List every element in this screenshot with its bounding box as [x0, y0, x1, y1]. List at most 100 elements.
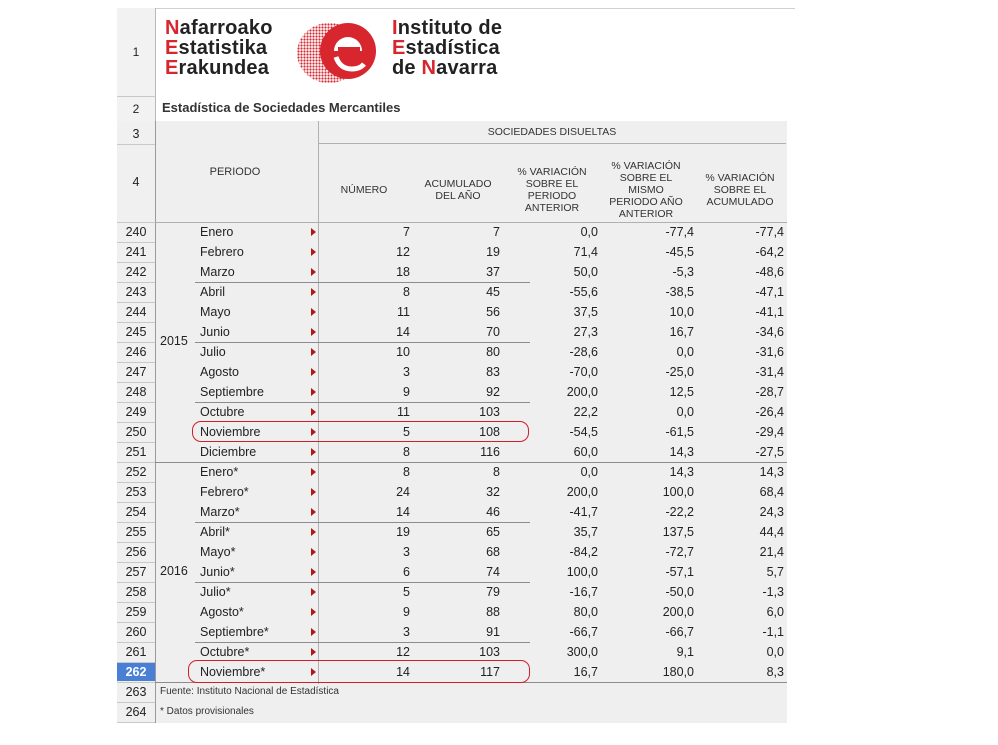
value-cell[interactable]: 8	[403, 445, 410, 459]
row-header[interactable]: 243	[125, 285, 147, 299]
value-cell[interactable]: 5	[403, 425, 410, 439]
value-cell[interactable]: 116	[480, 445, 500, 459]
value-cell[interactable]: -31,4	[755, 365, 785, 379]
value-cell[interactable]: -48,6	[755, 265, 785, 279]
value-cell[interactable]: 12,5	[669, 385, 694, 399]
value-cell[interactable]: 37	[486, 265, 500, 279]
expand-arrow-icon[interactable]	[311, 528, 316, 536]
value-cell[interactable]: 68	[486, 545, 500, 559]
value-cell[interactable]: 65	[486, 525, 500, 539]
value-cell[interactable]: 14,3	[759, 465, 784, 479]
value-cell[interactable]: 0,0	[676, 405, 694, 419]
value-cell[interactable]: 80	[486, 345, 500, 359]
value-cell[interactable]: 24,3	[759, 505, 784, 519]
value-cell[interactable]: -31,6	[755, 345, 785, 359]
value-cell[interactable]: 12	[396, 645, 410, 659]
value-cell[interactable]: 103	[479, 405, 500, 419]
value-cell[interactable]: 37,5	[573, 305, 598, 319]
value-cell[interactable]: 35,7	[573, 525, 598, 539]
value-cell[interactable]: -45,5	[665, 245, 695, 259]
value-cell[interactable]: -70,0	[569, 365, 599, 379]
value-cell[interactable]: 14,3	[669, 445, 694, 459]
row-header[interactable]: 251	[125, 445, 147, 459]
value-cell[interactable]: 108	[479, 425, 500, 439]
value-cell[interactable]: 200,0	[662, 605, 694, 619]
row-header[interactable]: 244	[125, 305, 147, 319]
row-header[interactable]: 246	[125, 345, 147, 359]
value-cell[interactable]: -77,4	[665, 225, 695, 239]
value-cell[interactable]: 100,0	[662, 485, 694, 499]
row-header[interactable]: 253	[125, 485, 147, 499]
value-cell[interactable]: -29,4	[755, 425, 785, 439]
row-header[interactable]: 252	[125, 465, 147, 479]
expand-arrow-icon[interactable]	[311, 588, 316, 596]
expand-arrow-icon[interactable]	[311, 428, 316, 436]
value-cell[interactable]: 6	[403, 565, 410, 579]
value-cell[interactable]: -41,7	[569, 505, 599, 519]
row-header[interactable]: 262	[117, 663, 155, 681]
value-cell[interactable]: 100,0	[566, 565, 598, 579]
value-cell[interactable]: 14	[396, 325, 410, 339]
value-cell[interactable]: 10,0	[669, 305, 694, 319]
value-cell[interactable]: -55,6	[569, 285, 599, 299]
value-cell[interactable]: 44,4	[759, 525, 784, 539]
value-cell[interactable]: 79	[486, 585, 500, 599]
value-cell[interactable]: 12	[396, 245, 410, 259]
value-cell[interactable]: 83	[486, 365, 500, 379]
expand-arrow-icon[interactable]	[311, 388, 316, 396]
value-cell[interactable]: 5,7	[766, 565, 784, 579]
value-cell[interactable]: 68,4	[759, 485, 784, 499]
row-header-3[interactable]: 3	[132, 127, 140, 141]
value-cell[interactable]: 32	[486, 485, 500, 499]
value-cell[interactable]: 56	[486, 305, 500, 319]
value-cell[interactable]: 200,0	[566, 485, 598, 499]
value-cell[interactable]: 22,2	[573, 405, 598, 419]
row-header[interactable]: 245	[125, 325, 147, 339]
value-cell[interactable]: 9,1	[676, 645, 694, 659]
expand-arrow-icon[interactable]	[311, 548, 316, 556]
expand-arrow-icon[interactable]	[311, 328, 316, 336]
expand-arrow-icon[interactable]	[311, 568, 316, 576]
expand-arrow-icon[interactable]	[311, 288, 316, 296]
value-cell[interactable]: -16,7	[569, 585, 599, 599]
value-cell[interactable]: 14,3	[669, 465, 694, 479]
value-cell[interactable]: 14	[396, 505, 410, 519]
value-cell[interactable]: 92	[486, 385, 500, 399]
row-header-2[interactable]: 2	[117, 97, 156, 121]
value-cell[interactable]: 7	[403, 225, 410, 239]
value-cell[interactable]: 8	[403, 465, 410, 479]
value-cell[interactable]: -1,1	[762, 625, 784, 639]
value-cell[interactable]: -54,5	[569, 425, 599, 439]
value-cell[interactable]: 7	[493, 225, 500, 239]
value-cell[interactable]: 11	[397, 305, 410, 319]
expand-arrow-icon[interactable]	[311, 348, 316, 356]
value-cell[interactable]: -28,7	[755, 385, 785, 399]
expand-arrow-icon[interactable]	[311, 308, 316, 316]
value-cell[interactable]: 74	[486, 565, 500, 579]
value-cell[interactable]: 137,5	[662, 525, 694, 539]
value-cell[interactable]: 19	[396, 525, 410, 539]
value-cell[interactable]: 8	[493, 465, 500, 479]
value-cell[interactable]: 10	[396, 345, 410, 359]
value-cell[interactable]: 88	[486, 605, 500, 619]
value-cell[interactable]: 80,0	[573, 605, 598, 619]
value-cell[interactable]: -66,7	[569, 625, 599, 639]
row-header[interactable]: 264	[125, 705, 147, 719]
value-cell[interactable]: -47,1	[755, 285, 785, 299]
row-header[interactable]: 259	[125, 605, 147, 619]
value-cell[interactable]: 0,0	[580, 225, 598, 239]
expand-arrow-icon[interactable]	[311, 228, 316, 236]
row-header[interactable]: 250	[125, 425, 147, 439]
expand-arrow-icon[interactable]	[311, 248, 316, 256]
value-cell[interactable]: 27,3	[573, 325, 598, 339]
row-header[interactable]: 256	[125, 545, 147, 559]
row-header[interactable]: 257	[125, 565, 147, 579]
row-header[interactable]: 248	[125, 385, 147, 399]
value-cell[interactable]: 16,7	[669, 325, 694, 339]
value-cell[interactable]: 300,0	[566, 645, 598, 659]
value-cell[interactable]: -38,5	[665, 285, 695, 299]
value-cell[interactable]: -57,1	[665, 565, 695, 579]
value-cell[interactable]: 19	[486, 245, 500, 259]
expand-arrow-icon[interactable]	[311, 668, 316, 676]
value-cell[interactable]: -77,4	[755, 225, 785, 239]
